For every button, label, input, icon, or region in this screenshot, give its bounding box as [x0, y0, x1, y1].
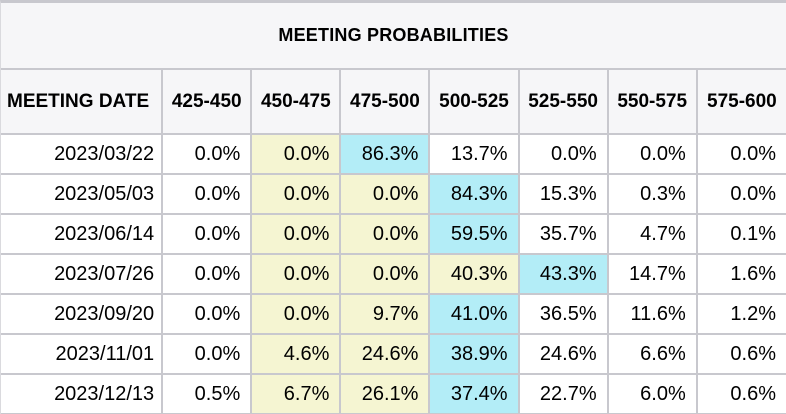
table-row: 2023/11/01 0.0% 4.6% 24.6% 38.9% 24.6% 6.6% 0.6… — [1, 333, 786, 375]
probability-cell: 26.1% — [339, 373, 431, 414]
meeting-date-cell: 2023/05/03 — [1, 173, 164, 215]
probability-cell: 22.7% — [517, 373, 609, 414]
column-header-500-525: 500-525 — [428, 69, 520, 135]
probability-cell: 35.7% — [517, 213, 609, 255]
meeting-date-cell: 2023/12/13 — [1, 373, 164, 414]
probability-cell: 37.4% — [428, 373, 520, 414]
probability-cell: 43.3% — [517, 253, 609, 295]
table-title: MEETING PROBABILITIES — [1, 3, 786, 70]
probability-cell: 24.6% — [517, 333, 609, 375]
meeting-date-cell: 2023/03/22 — [1, 133, 164, 175]
probability-cell: 0.0% — [161, 333, 253, 375]
probability-cell: 0.0% — [606, 133, 698, 175]
probability-cell: 0.5% — [161, 373, 253, 414]
probability-cell: 11.6% — [606, 293, 698, 335]
probability-cell: 38.9% — [428, 333, 520, 375]
probability-cell: 0.6% — [695, 373, 786, 414]
probability-cell: 0.1% — [695, 213, 786, 255]
title-row: MEETING PROBABILITIES — [1, 3, 786, 70]
probability-cell: 15.3% — [517, 173, 609, 215]
probability-cell: 0.6% — [695, 333, 786, 375]
probability-cell: 0.0% — [161, 253, 253, 295]
table-row: 2023/05/03 0.0% 0.0% 0.0% 84.3% 15.3% 0.3% 0.0% — [1, 173, 786, 215]
probability-cell: 0.0% — [161, 173, 253, 215]
probability-cell: 0.0% — [695, 173, 786, 215]
probability-cell: 0.0% — [339, 253, 431, 295]
probability-cell: 9.7% — [339, 293, 431, 335]
table-row: 2023/03/22 0.0% 0.0% 86.3% 13.7% 0.0% 0.0% 0.0% — [1, 133, 786, 175]
meeting-date-cell: 2023/06/14 — [1, 213, 164, 255]
probability-cell: 0.3% — [606, 173, 698, 215]
probability-cell: 0.0% — [161, 133, 253, 175]
probability-cell: 6.7% — [250, 373, 342, 414]
probability-cell: 0.0% — [339, 173, 431, 215]
column-header-row: MEETING DATE 425-450 450-475 475-500 500… — [1, 69, 786, 135]
probability-cell: 0.0% — [339, 213, 431, 255]
table-row: 2023/06/14 0.0% 0.0% 0.0% 59.5% 35.7% 4.7% 0.1% — [1, 213, 786, 255]
probability-cell: 4.7% — [606, 213, 698, 255]
column-header-525-550: 525-550 — [517, 69, 609, 135]
probability-cell: 0.0% — [250, 173, 342, 215]
probabilities-grid: MEETING PROBABILITIES MEETING DATE 425-4… — [1, 3, 786, 414]
column-header-425-450: 425-450 — [161, 69, 253, 135]
probability-cell: 0.0% — [517, 133, 609, 175]
probability-cell: 40.3% — [428, 253, 520, 295]
probability-cell: 13.7% — [428, 133, 520, 175]
probability-cell: 0.0% — [250, 253, 342, 295]
probability-cell: 1.6% — [695, 253, 786, 295]
meeting-date-cell: 2023/07/26 — [1, 253, 164, 295]
probability-cell: 0.0% — [250, 293, 342, 335]
probability-cell: 41.0% — [428, 293, 520, 335]
meeting-date-cell: 2023/09/20 — [1, 293, 164, 335]
probability-cell: 0.0% — [250, 213, 342, 255]
meeting-date-cell: 2023/11/01 — [1, 333, 164, 375]
column-header-475-500: 475-500 — [339, 69, 431, 135]
probability-cell: 4.6% — [250, 333, 342, 375]
table-row: 2023/07/26 0.0% 0.0% 0.0% 40.3% 43.3% 14.7% 1.6… — [1, 253, 786, 295]
probability-cell: 0.0% — [250, 133, 342, 175]
column-header-550-575: 550-575 — [606, 69, 698, 135]
column-header-meeting-date: MEETING DATE — [1, 69, 164, 135]
probability-cell: 14.7% — [606, 253, 698, 295]
table-row: 2023/09/20 0.0% 0.0% 9.7% 41.0% 36.5% 11.6% 1.2… — [1, 293, 786, 335]
probability-cell: 0.0% — [161, 293, 253, 335]
probability-cell: 0.0% — [695, 133, 786, 175]
probability-cell: 1.2% — [695, 293, 786, 335]
probability-cell: 24.6% — [339, 333, 431, 375]
probability-cell: 84.3% — [428, 173, 520, 215]
probability-cell: 0.0% — [161, 213, 253, 255]
table-row: 2023/12/13 0.5% 6.7% 26.1% 37.4% 22.7% 6.0% 0.6… — [1, 373, 786, 414]
column-header-575-600: 575-600 — [695, 69, 786, 135]
probability-cell: 6.6% — [606, 333, 698, 375]
probability-cell: 59.5% — [428, 213, 520, 255]
probability-cell: 36.5% — [517, 293, 609, 335]
column-header-450-475: 450-475 — [250, 69, 342, 135]
probability-rows: 2023/03/22 0.0% 0.0% 86.3% 13.7% 0.0% 0.0% 0.0%… — [1, 133, 786, 414]
probability-cell: 6.0% — [606, 373, 698, 414]
probability-cell: 86.3% — [339, 133, 431, 175]
